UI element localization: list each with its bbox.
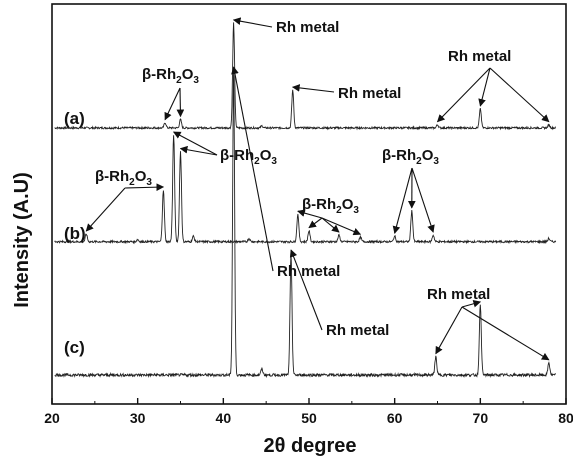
annotation-arrow (461, 300, 482, 308)
annotation-label: β-Rh2O3 (95, 168, 152, 188)
annotation-label: β-Rh2O3 (382, 147, 439, 167)
annotation: Rh metal (289, 249, 389, 339)
annotation-arrow (392, 167, 413, 234)
annotation-arrow (297, 209, 323, 219)
annotation: Rh metal (436, 48, 550, 123)
x-tick-label: 80 (558, 410, 573, 426)
annotation-arrow (85, 187, 126, 232)
annotation-arrow (489, 67, 550, 123)
annotation: Rh metal (427, 286, 550, 361)
annotation-arrow (461, 306, 550, 361)
x-tick-label: 40 (216, 410, 232, 426)
annotation-label: β-Rh2O3 (302, 196, 359, 216)
series-line-1 (54, 22, 557, 131)
x-tick-label: 60 (387, 410, 403, 426)
series-label: (c) (64, 338, 85, 357)
annotation-arrow (321, 217, 362, 236)
annotation-arrow (179, 145, 218, 156)
x-tick-label: 20 (44, 410, 60, 426)
annotation: β-Rh2O3 (142, 66, 199, 121)
annotation-layer: Rh metal Rh metal Rh metal β-Rh2O3 β-Rh2O3 β-… (85, 17, 550, 361)
annotation-label: β-Rh2O3 (220, 147, 277, 167)
annotation-label: Rh metal (427, 286, 490, 303)
annotation-arrow (411, 167, 435, 233)
x-tick-label: 70 (473, 410, 489, 426)
axis-layer: 20 30 40 50 60 70 80 (44, 398, 573, 426)
x-tick-label: 30 (130, 410, 146, 426)
annotation-label: β-Rh2O3 (142, 66, 199, 86)
annotation-label: Rh metal (448, 48, 511, 65)
annotation: β-Rh2O3 (172, 131, 277, 167)
annotation-arrow (321, 217, 340, 233)
annotation-arrow (172, 131, 218, 156)
annotation: Rh metal (231, 66, 340, 280)
annotation-arrow (291, 84, 335, 93)
series-label: (a) (64, 109, 85, 128)
annotation-label: Rh metal (277, 263, 340, 280)
annotation: β-Rh2O3 (85, 168, 165, 232)
y-axis-label: Intensity (A.U) (11, 172, 33, 308)
annotation-label: Rh metal (326, 322, 389, 339)
annotation-arrow (435, 306, 463, 355)
annotation: β-Rh2O3 (297, 196, 362, 236)
annotation-arrow (289, 249, 323, 331)
annotation-arrow (436, 67, 491, 123)
annotation-label: Rh metal (338, 85, 401, 102)
annotation-arrow (231, 66, 274, 272)
annotation: Rh metal (291, 84, 401, 102)
annotation-arrow (478, 67, 491, 107)
annotation-arrow (124, 183, 165, 192)
series-line-2 (54, 135, 557, 245)
annotation-label: Rh metal (276, 19, 339, 36)
annotation: Rh metal (232, 17, 339, 36)
annotation-arrow (164, 87, 181, 121)
annotation-arrow (232, 17, 273, 28)
x-tick-label: 50 (301, 410, 317, 426)
annotation-arrow (308, 217, 323, 229)
annotation: β-Rh2O3 (382, 147, 439, 234)
x-axis-label: 2θ degree (263, 435, 356, 457)
series-layer: (a) (b) (c) (54, 22, 557, 379)
series-line-3 (54, 69, 557, 379)
series-label: (b) (64, 224, 86, 243)
annotation-arrow (176, 87, 185, 118)
